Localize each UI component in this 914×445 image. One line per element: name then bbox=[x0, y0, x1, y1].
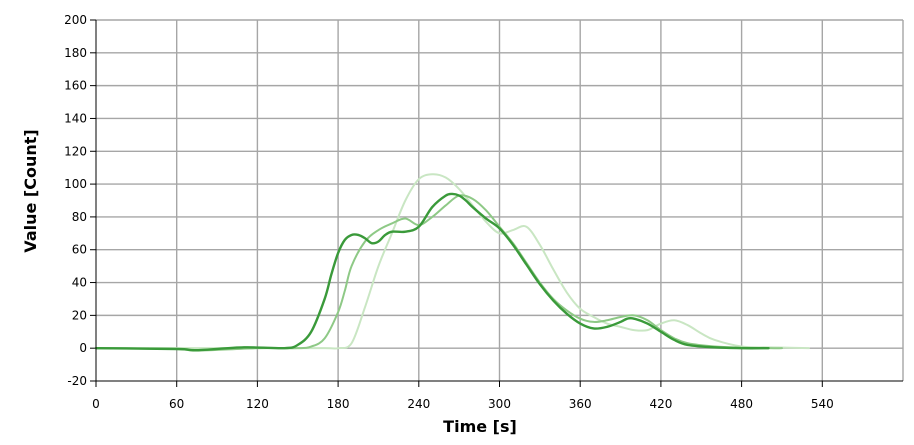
y-tick-label: 120 bbox=[64, 144, 87, 158]
y-tick-label: 140 bbox=[64, 111, 87, 125]
series-lines bbox=[94, 173, 810, 352]
y-tick-label: 80 bbox=[72, 210, 87, 224]
y-tick-label: 0 bbox=[79, 341, 87, 355]
x-axis-title: Time [s] bbox=[443, 417, 517, 436]
x-axis-ticks: 0 60 120 180 240 300 360 420 480 540 bbox=[92, 381, 834, 411]
x-tick-label: 240 bbox=[407, 397, 430, 411]
series-line-1 bbox=[95, 173, 810, 350]
x-tick-label: 480 bbox=[730, 397, 753, 411]
x-tick-label: 360 bbox=[569, 397, 592, 411]
series-line-3 bbox=[94, 192, 770, 352]
y-tick-label: 40 bbox=[72, 276, 87, 290]
x-tick-label: 120 bbox=[246, 397, 269, 411]
y-axis-title: Value [Count] bbox=[21, 129, 40, 252]
y-axis-ticks: -20 0 20 40 60 80 100 120 140 160 180 200 bbox=[64, 13, 96, 388]
y-tick-label: 20 bbox=[72, 308, 87, 322]
x-tick-label: 0 bbox=[92, 397, 100, 411]
x-tick-label: 420 bbox=[649, 397, 672, 411]
y-tick-label: 160 bbox=[64, 79, 87, 93]
x-tick-label: 180 bbox=[327, 397, 350, 411]
x-tick-label: 300 bbox=[488, 397, 511, 411]
y-tick-label: 180 bbox=[64, 46, 87, 60]
x-tick-label: 540 bbox=[811, 397, 834, 411]
grid-lines bbox=[96, 19, 904, 381]
series-line-2 bbox=[95, 194, 783, 352]
y-tick-label: 60 bbox=[72, 243, 87, 257]
x-tick-label: 60 bbox=[169, 397, 184, 411]
y-tick-label: 200 bbox=[64, 13, 87, 27]
y-tick-label: -20 bbox=[67, 374, 87, 388]
y-tick-label: 100 bbox=[64, 177, 87, 191]
